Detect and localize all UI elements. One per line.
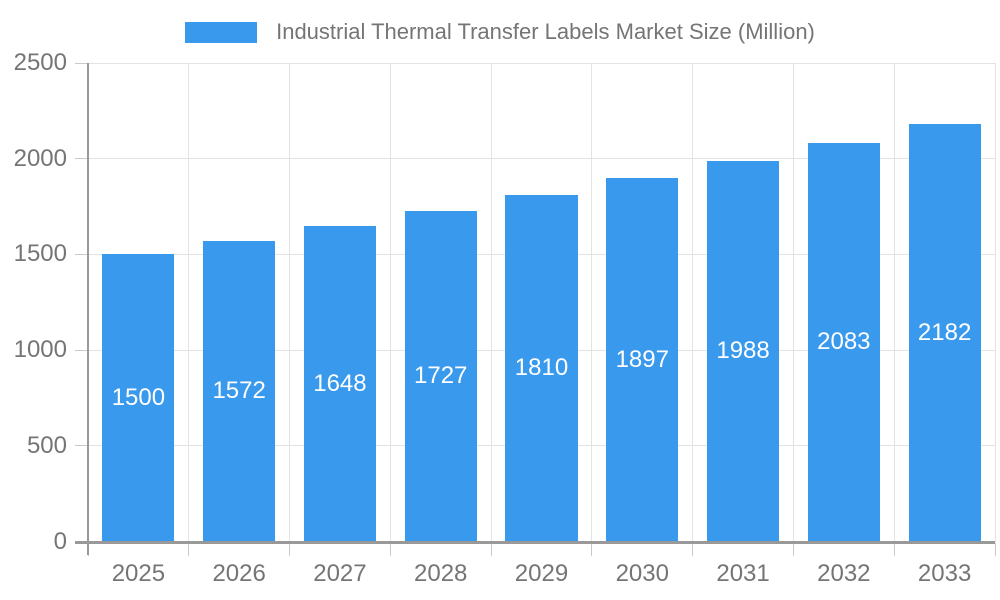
x-axis-line	[75, 540, 995, 544]
x-axis-tick-5	[591, 543, 593, 556]
x-tick-label-2030: 2030	[615, 560, 669, 587]
x-tick-label-2027: 2027	[313, 560, 367, 587]
y-tick-label-1000: 1000	[13, 336, 67, 364]
y-axis-tick-1000	[75, 349, 88, 351]
gridline-x-3	[389, 63, 391, 542]
y-tick-label-0: 0	[53, 527, 67, 555]
y-axis-line	[86, 63, 89, 555]
x-tick-label-2029: 2029	[514, 560, 569, 587]
x-axis-tick-3	[389, 543, 391, 556]
legend-swatch-icon	[185, 21, 258, 43]
bar-2026[interactable]	[203, 240, 276, 542]
x-axis-tick-9	[994, 543, 996, 556]
bar-2032[interactable]	[807, 142, 880, 542]
y-tick-label-2500: 2500	[13, 49, 67, 76]
gridline-x-5	[591, 63, 593, 542]
bar-2033[interactable]	[908, 123, 981, 542]
x-tick-label-2028: 2028	[414, 560, 468, 587]
bar-value-2025: 1500	[111, 383, 166, 411]
bar-value-2031: 1988	[716, 337, 770, 365]
gridline-x-8	[893, 63, 895, 542]
x-axis-tick-1	[188, 543, 190, 556]
gridline-y-2000	[88, 158, 995, 160]
x-tick-label-2025: 2025	[111, 560, 166, 587]
y-axis-tick-500	[75, 445, 88, 447]
y-axis-tick-1500	[75, 253, 88, 255]
bar-2030[interactable]	[606, 178, 679, 542]
x-tick-label-2032: 2032	[817, 560, 871, 587]
chart-legend: Industrial Thermal Transfer Labels Marke…	[0, 19, 1000, 45]
bar-value-2029: 1810	[514, 354, 569, 382]
x-tick-label-2033: 2033	[917, 560, 972, 587]
bar-value-2027: 1648	[313, 369, 367, 397]
y-tick-label-500: 500	[26, 431, 67, 459]
x-axis-tick-6	[692, 543, 694, 556]
gridline-x-2	[289, 63, 291, 542]
bar-value-2033: 2182	[917, 318, 972, 346]
y-axis-tick-2500	[75, 62, 88, 64]
x-tick-label-2031: 2031	[716, 560, 770, 587]
bar-value-2026: 1572	[212, 377, 266, 405]
bar-2028[interactable]	[404, 210, 477, 542]
gridline-x-7	[792, 63, 794, 542]
x-axis-tick-8	[893, 543, 895, 556]
bar-2031[interactable]	[707, 160, 780, 542]
gridline-x-1	[188, 63, 190, 542]
y-axis-tick-2000	[75, 158, 88, 160]
bar-2027[interactable]	[303, 226, 376, 542]
y-tick-label-2000: 2000	[13, 144, 67, 172]
x-axis-tick-7	[792, 543, 794, 556]
bar-value-2032: 2083	[817, 328, 871, 356]
gridline-x-4	[490, 63, 492, 542]
x-tick-label-2026: 2026	[212, 560, 266, 587]
gridline-x-9	[994, 63, 996, 542]
gridline-y-2500	[88, 62, 995, 64]
x-axis-tick-4	[490, 543, 492, 556]
gridline-x-6	[692, 63, 694, 542]
y-tick-label-1500: 1500	[13, 240, 67, 268]
legend-item[interactable]: Industrial Thermal Transfer Labels Marke…	[185, 19, 815, 45]
bar-value-2028: 1727	[414, 362, 468, 390]
bar-2025[interactable]	[102, 254, 175, 542]
bar-2029[interactable]	[505, 195, 578, 542]
x-axis-tick-2	[289, 543, 291, 556]
bar-value-2030: 1897	[615, 345, 669, 373]
legend-label: Industrial Thermal Transfer Labels Marke…	[276, 19, 815, 44]
